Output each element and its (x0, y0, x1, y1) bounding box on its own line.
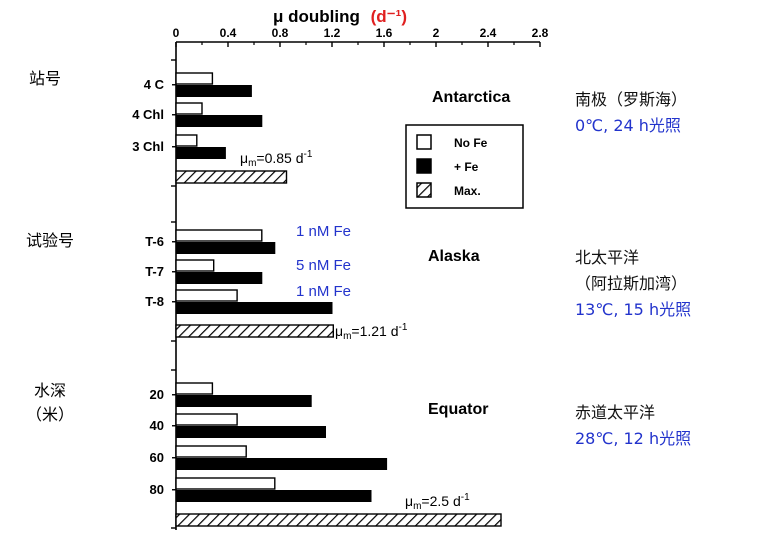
bar-no-fe (175, 289, 238, 302)
region-label: Antarctica (432, 89, 510, 106)
region-note: 南极（罗斯海） (575, 90, 687, 109)
mu-symbol: μ (405, 493, 413, 509)
chart-title: μ doubling (d⁻¹) (273, 7, 407, 26)
iron-annotation: 1 nM Fe (296, 223, 351, 240)
mu-superscript: -1 (304, 149, 313, 160)
bar-group-antarctica (175, 72, 288, 184)
category-label: T-8 (145, 294, 164, 309)
bar-max (175, 170, 288, 184)
bar-plus-fe (175, 272, 263, 284)
mu-max-label: μm=1.21 d-1 (335, 322, 408, 342)
bar-plus-fe (175, 458, 388, 470)
bar-no-fe (175, 259, 215, 272)
x-tick-label: 0.8 (272, 26, 289, 40)
chart-bars (175, 72, 502, 527)
bar-plus-fe (175, 85, 252, 97)
region-note: 0℃, 24 h光照 (575, 116, 681, 135)
legend-swatch-no-fe (416, 134, 432, 150)
bar-no-fe (175, 477, 276, 490)
chart-title-main: μ doubling (273, 7, 360, 26)
mu-symbol: μ (335, 323, 343, 339)
bar-max (175, 324, 335, 338)
region-note: （阿拉斯加湾） (575, 274, 687, 293)
category-label: 40 (150, 418, 164, 433)
mu-subscript: m (413, 501, 421, 512)
bar-plus-fe (175, 490, 372, 502)
x-tick-label: 2 (433, 26, 440, 40)
legend-label-no-fe: No Fe (454, 136, 488, 150)
mu-max-label: μm=0.85 d-1 (240, 149, 313, 169)
region-note: 赤道太平洋 (575, 403, 655, 422)
bar-no-fe (175, 102, 203, 115)
group-axis-label: 站号 (29, 69, 61, 88)
mu-value: =1.21 d (351, 323, 398, 339)
bar-plus-fe (175, 242, 276, 254)
bar-no-fe (175, 445, 247, 458)
category-label: 4 C (144, 77, 165, 92)
category-label: 3 Chl (132, 139, 164, 154)
region-note: 28℃, 12 h光照 (575, 429, 691, 448)
category-label: 60 (150, 450, 164, 465)
bar-plus-fe (175, 395, 312, 407)
bar-group-alaska (175, 229, 335, 338)
bar-group-equator (175, 382, 502, 527)
category-label: T-7 (145, 264, 164, 279)
x-tick-label: 2.8 (532, 26, 549, 40)
bar-no-fe (175, 72, 214, 85)
x-tick-label: 1.6 (376, 26, 393, 40)
legend-swatch-plus-fe (416, 158, 432, 174)
group-axis-label: 试验号 (26, 231, 74, 250)
mu-superscript: -1 (461, 492, 470, 503)
mu-symbol: μ (240, 150, 248, 166)
iron-annotation: 1 nM Fe (296, 283, 351, 300)
region-label: Equator (428, 401, 488, 418)
bar-plus-fe (175, 302, 333, 314)
x-axis-ticks: 0 0.4 0.8 1.2 1.6 2 2.4 2.8 (173, 26, 549, 47)
x-tick-label: 1.2 (324, 26, 341, 40)
x-tick-label: 0 (173, 26, 180, 40)
mu-value: =0.85 d (256, 150, 303, 166)
group-axis-label: （米） (26, 405, 74, 424)
x-tick-label: 0.4 (220, 26, 237, 40)
legend-label-plus-fe: + Fe (454, 160, 479, 174)
region-note: 13℃, 15 h光照 (575, 300, 691, 319)
bar-no-fe (175, 134, 198, 147)
mu-subscript: m (248, 158, 256, 169)
mu-max-label: μm=2.5 d-1 (405, 492, 470, 512)
mu-subscript: m (343, 331, 351, 342)
bar-max (175, 513, 502, 527)
mu-value: =2.5 d (421, 493, 460, 509)
category-label: 20 (150, 387, 164, 402)
chart-legend: No Fe + Fe Max. (405, 124, 524, 209)
bar-no-fe (175, 382, 214, 395)
mu-superscript: -1 (399, 322, 408, 333)
category-label: 4 Chl (132, 107, 164, 122)
bar-no-fe (175, 229, 263, 242)
category-label: 80 (150, 482, 164, 497)
bar-plus-fe (175, 147, 226, 159)
group-axis-label: 水深 (34, 381, 66, 400)
legend-swatch-max (416, 182, 432, 198)
iron-annotation: 5 nM Fe (296, 257, 351, 274)
bar-no-fe (175, 413, 238, 426)
chart-title-unit: (d⁻¹) (371, 7, 407, 26)
region-label: Alaska (428, 248, 480, 265)
x-tick-label: 2.4 (480, 26, 497, 40)
legend-label-max: Max. (454, 184, 481, 198)
region-note: 北太平洋 (575, 248, 639, 267)
bar-plus-fe (175, 426, 326, 438)
category-label: T-6 (145, 234, 164, 249)
bar-plus-fe (175, 115, 263, 127)
